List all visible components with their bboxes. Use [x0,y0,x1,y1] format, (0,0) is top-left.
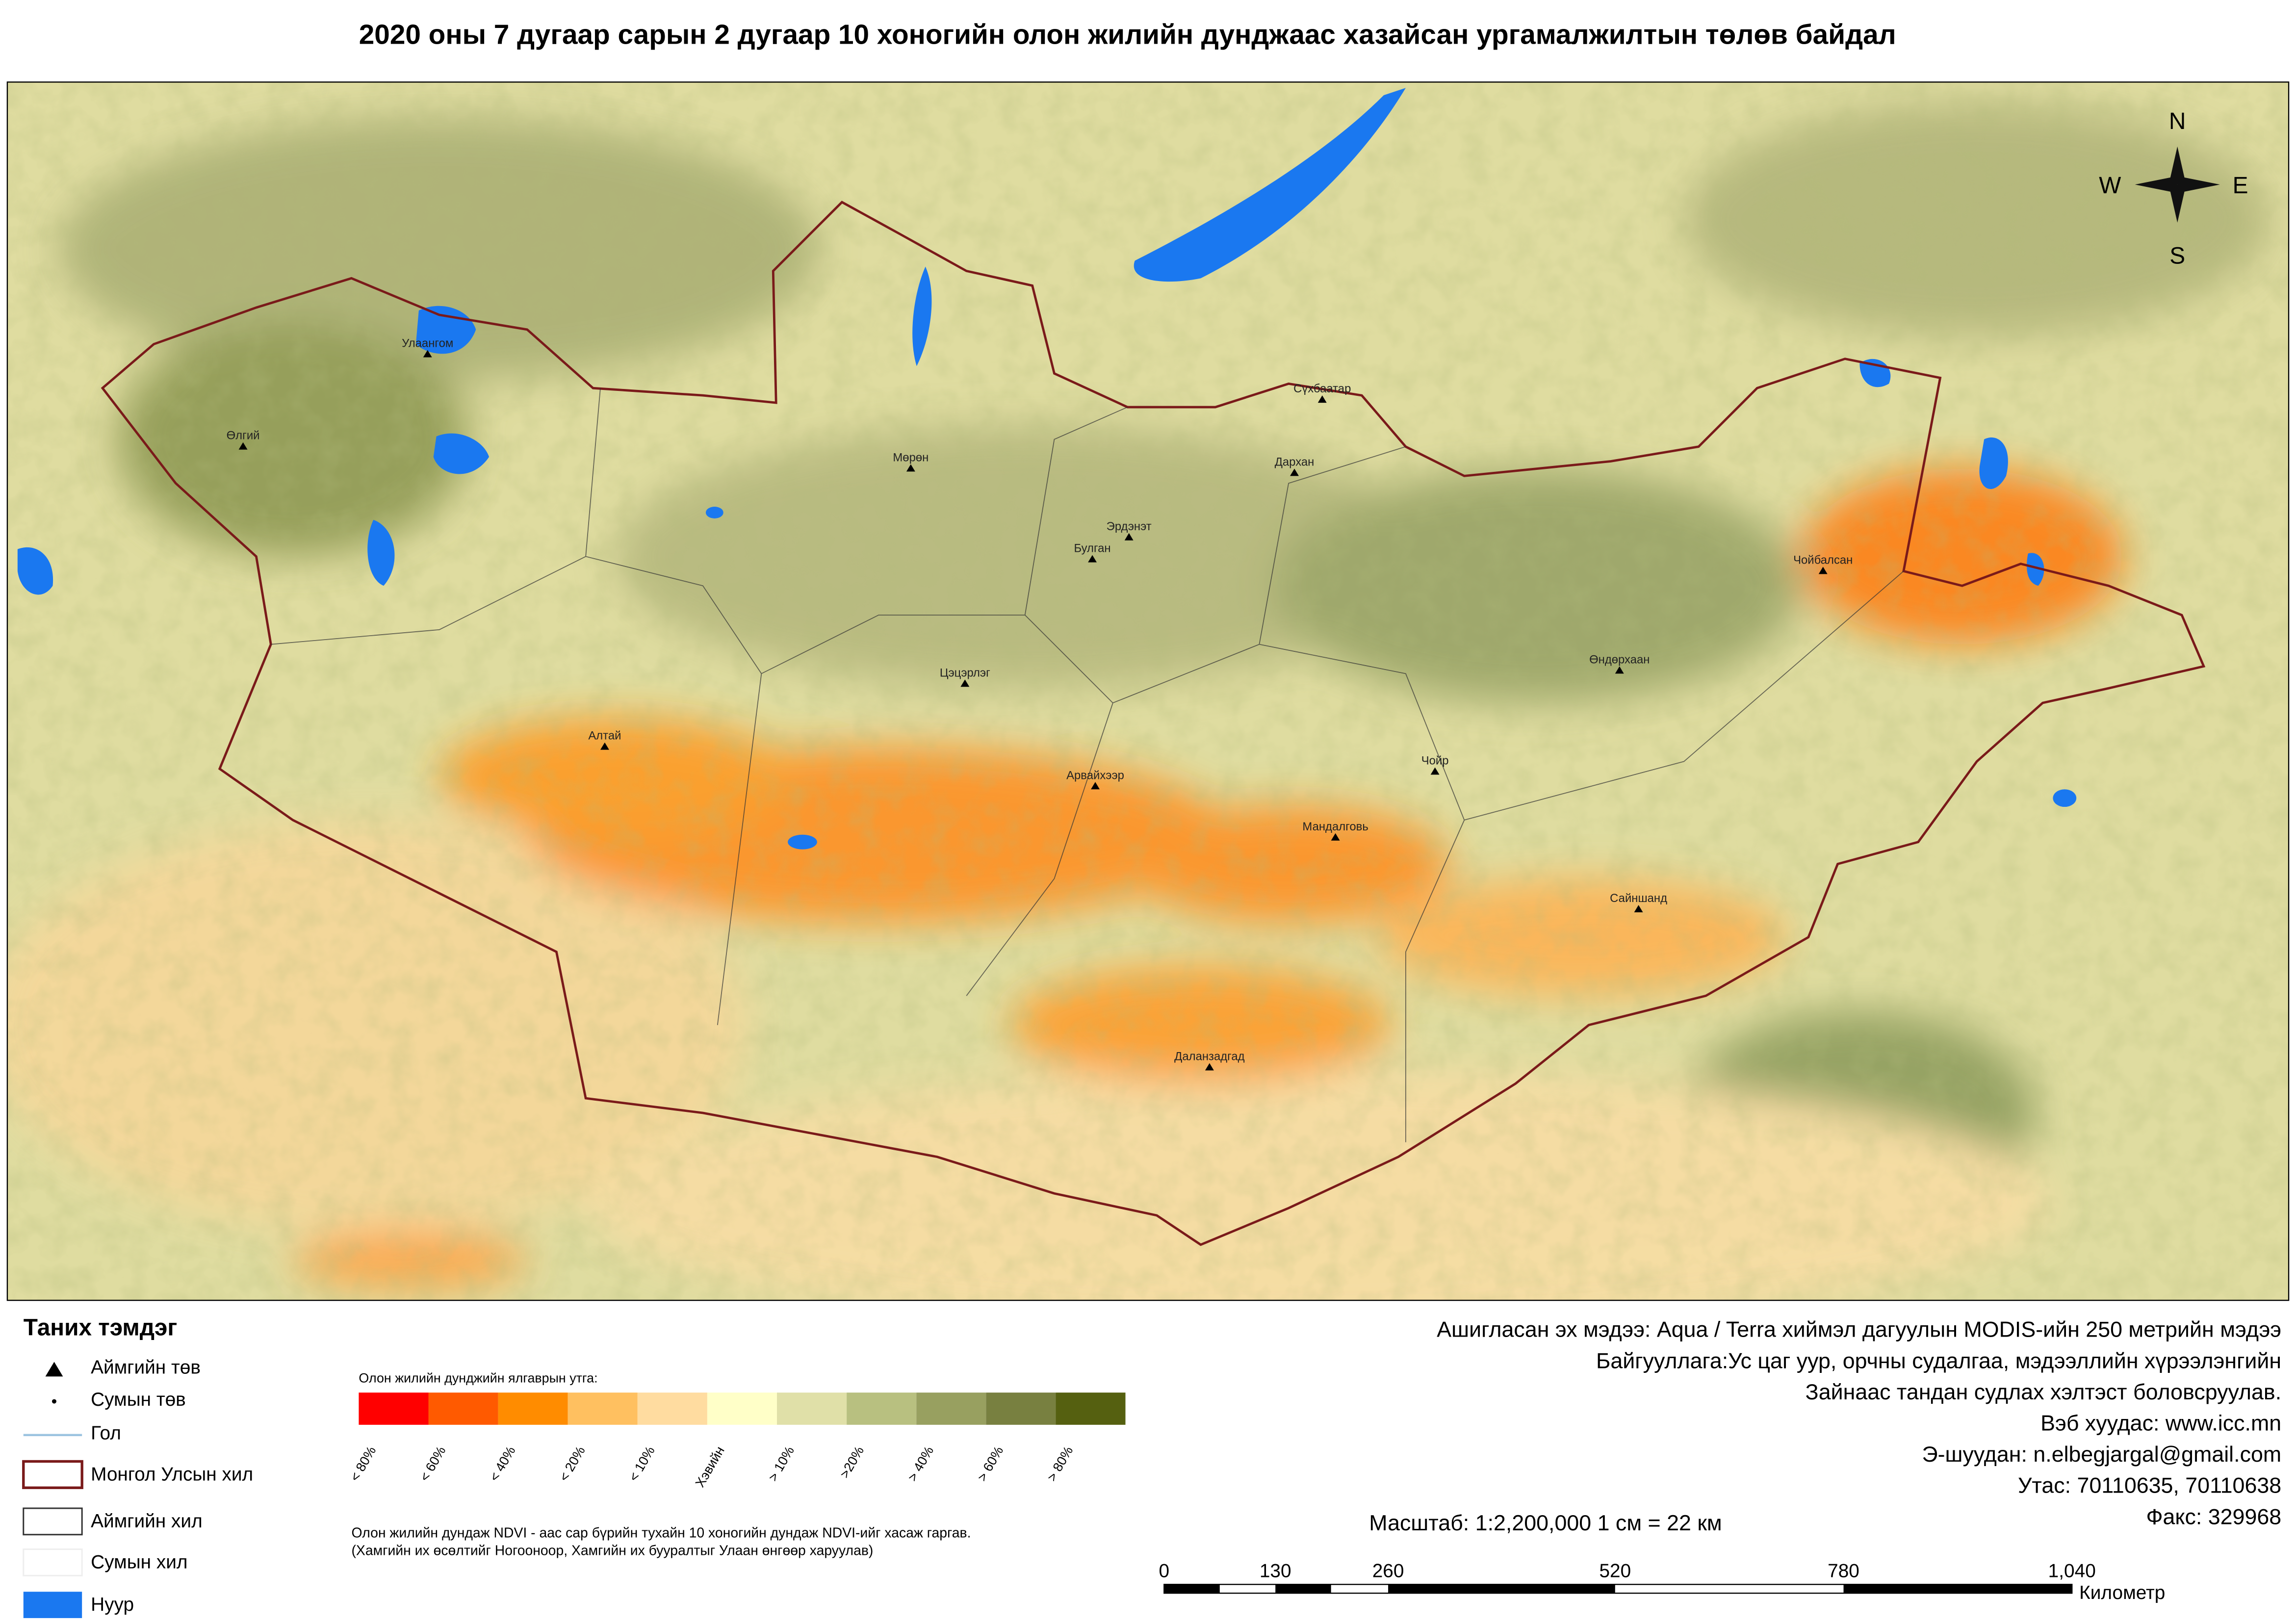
city-label: Чойр [1421,754,1449,767]
legend-item: Сумын төв [91,1389,186,1410]
scale-tick-label: 520 [1599,1560,1631,1581]
color-swatch [1056,1392,1126,1425]
info-line: Вэб хуудас: www.icc.mn [2040,1411,2281,1436]
color-class-label: >20% [837,1444,867,1481]
info-line: Зайнаас тандан судлах хэлтэст боловсруул… [1806,1380,2281,1404]
compass-w: W [2099,173,2121,199]
compass: N W E S [2099,108,2248,269]
city-marker [1091,782,1100,790]
city-marker [238,442,248,450]
city-marker [423,350,432,358]
legend-item: Аймгийн төв [91,1357,201,1378]
color-swatch [498,1392,568,1425]
info-line: Байгууллага:Ус цаг уур, орчны судалгаа, … [1596,1348,2281,1373]
city-marker [1124,533,1134,541]
city-label: Алтай [588,729,621,743]
scale-tick-label: 1,040 [2048,1560,2096,1581]
legend-title: Таних тэмдэг [24,1315,178,1341]
city-marker [1615,666,1624,674]
compass-n: N [2169,108,2186,134]
scale-tick-label: 130 [1260,1560,1291,1581]
scale-tick-label: 260 [1372,1560,1404,1581]
city-label: Цэцэрлэг [940,666,990,679]
color-class-label: < 40% [487,1444,518,1484]
color-class-label: > 60% [975,1444,1006,1484]
map: N W E S Улаангом Өлгий Мөрөн Сүхбаатар Дарха… [7,82,2289,1301]
color-swatch [847,1392,917,1425]
scale-unit: Километр [2079,1582,2165,1603]
city-label: Мандалговь [1302,820,1368,833]
city-label: Өлгий [227,429,260,442]
city-marker [1430,767,1440,775]
color-swatch [777,1392,847,1425]
info-line: Ашигласан эх мэдээ: Aqua / Terra хиймэл … [1437,1317,2281,1342]
city-marker [960,679,970,687]
city-label: Дархан [1275,455,1315,468]
map-frame [6,81,2290,1301]
color-swatch [428,1392,498,1425]
city-label: Сайншанд [1610,892,1667,905]
city-label: Улаангом [402,337,453,350]
scale-bar [1163,1584,2073,1594]
color-class-label: > 40% [905,1444,936,1484]
color-swatch [359,1392,429,1425]
legend-item: Монгол Улсын хил [91,1464,253,1485]
city-label: Чойбалсан [1793,553,1853,567]
city-label: Эрдэнэт [1107,520,1152,533]
color-class-label: < 60% [417,1444,448,1484]
color-class-label: < 10% [626,1444,657,1484]
info-line: Факс: 329968 [2146,1504,2281,1529]
color-scale-title: Олон жилийн дунджийн ялгаврын утга: [359,1370,597,1385]
city-label: Сүхбаатар [1293,382,1351,395]
scale-text: Масштаб: 1:2,200,000 1 см = 22 км [1369,1511,1722,1535]
city-label: Булган [1074,542,1110,555]
city-marker [1317,395,1327,403]
city-marker [1205,1063,1214,1071]
color-scale-note: Олон жилийн дундаж NDVI - аас сар бүрийн… [351,1525,971,1541]
city-label: Даланзадгад [1174,1050,1244,1063]
color-swatch [986,1392,1056,1425]
city-marker [1818,567,1828,574]
city-marker [1290,468,1299,476]
city-marker [600,742,609,750]
city-marker [906,464,915,472]
city-label: Өндөрхаан [1589,653,1650,666]
color-class-label: > 80% [1044,1444,1076,1484]
color-swatch [568,1392,638,1425]
compass-e: E [2233,173,2248,199]
color-swatch [707,1392,777,1425]
color-class-label: > 10% [766,1444,797,1484]
legend-item: Аймгийн хил [91,1511,203,1532]
city-marker [1088,555,1097,563]
legend-item: Гол [91,1423,121,1444]
color-class-label: < 80% [347,1444,379,1484]
info-line: Утас: 70110635, 70110638 [2018,1473,2281,1498]
city-marker [1634,905,1643,912]
color-swatch [637,1392,707,1425]
info-line: Э-шуудан: n.elbegjargal@gmail.com [1922,1442,2281,1467]
legend-item: Сумын хил [91,1551,187,1572]
city-label: Мөрөн [893,451,929,464]
color-swatch [916,1392,986,1425]
title: 2020 оны 7 дугаар сарын 2 дугаар 10 хоно… [359,20,1896,51]
scale-tick-label: 0 [1159,1560,1170,1581]
city-label: Арвайхээр [1066,769,1124,782]
scale-tick-label: 780 [1828,1560,1859,1581]
color-class-label: < 20% [556,1444,588,1484]
legend-item: Нуур [91,1594,134,1615]
legend: Таних тэмдэг Аймгийн төв Сумын төв Гол Монг… [22,1315,253,1618]
color-scale-note: (Хамгийн их өсөлтийг Ногооноор, Хамгийн … [351,1543,873,1559]
color-class-label: Хэвийн [693,1444,727,1490]
compass-s: S [2169,243,2185,269]
city-marker [1331,833,1340,841]
